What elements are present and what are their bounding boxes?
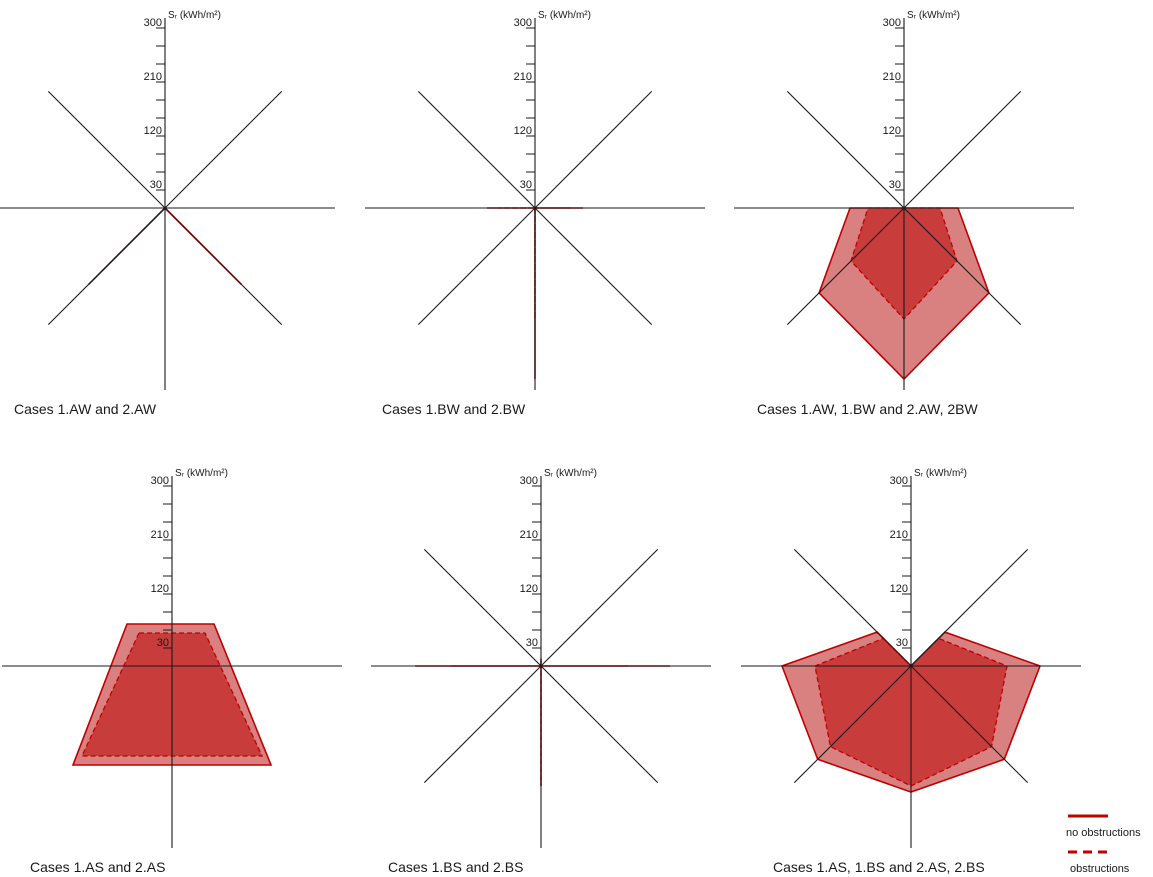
axis-diagonal-2 [417, 90, 653, 326]
axis-unit-label: Sᵣ (kWh/m²) [538, 10, 591, 21]
tick-label-30: 30 [526, 637, 538, 649]
tick-label-120: 120 [151, 583, 169, 595]
radar-chart-6: 30 120 210 300 Sᵣ (kWh/m²) Cases 1.AS, 1.BS a… [741, 468, 1081, 875]
chart-caption: Cases 1.AW and 2.AW [14, 401, 157, 417]
axis-diagonal-2 [786, 90, 1022, 326]
tick-label-30: 30 [157, 637, 169, 649]
obstructions-polygon [451, 661, 628, 786]
tick-label-30: 30 [896, 637, 908, 649]
radar-chart-4: 30 120 210 300 Sᵣ (kWh/m²) Cases 1.AS and 2.A… [2, 468, 342, 875]
axis-unit-label: Sᵣ (kWh/m²) [544, 468, 597, 479]
tick-label-210: 210 [144, 71, 162, 83]
radar-chart-5: 30 120 210 300 Sᵣ (kWh/m²) Cases 1.BS and 2.B… [371, 468, 711, 875]
tick-label-120: 120 [520, 583, 538, 595]
tick-label-210: 210 [514, 71, 532, 83]
radar-chart-3: 30 120 210 300 Sᵣ (kWh/m²) Cases 1.AW, 1.BW a… [734, 10, 1074, 417]
tick-label-300: 300 [883, 17, 901, 29]
tick-label-120: 120 [144, 125, 162, 137]
tick-label-120: 120 [883, 125, 901, 137]
tick-label-210: 210 [883, 71, 901, 83]
tick-label-300: 300 [514, 17, 532, 29]
axis-unit-label: Sᵣ (kWh/m²) [907, 10, 960, 21]
axis-diagonal-2 [793, 548, 1029, 784]
chart-caption: Cases 1.AS, 1.BS and 2.AS, 2.BS [773, 859, 985, 875]
chart-caption: Cases 1.BS and 2.BS [388, 859, 523, 875]
axis-diagonal-2 [423, 548, 659, 784]
chart-caption: Cases 1.AS and 2.AS [30, 859, 165, 875]
tick-label-300: 300 [890, 475, 908, 487]
no-obstructions-polygon [415, 658, 670, 786]
tick-label-210: 210 [520, 529, 538, 541]
tick-label-210: 210 [890, 529, 908, 541]
tick-label-300: 300 [144, 17, 162, 29]
radar-chart-1: 30 120 210 300 Sᵣ (kWh/m²) Cases 1.AW and 2.A… [0, 10, 335, 417]
axis-unit-label: Sᵣ (kWh/m²) [175, 468, 228, 479]
chart-caption: Cases 1.BW and 2.BW [382, 401, 526, 417]
axis-diagonal-2 [47, 90, 283, 326]
legend-no-obstructions-label: no obstructions [1066, 827, 1141, 839]
tick-label-210: 210 [151, 529, 169, 541]
tick-label-30: 30 [520, 179, 532, 191]
radar-chart-2: 30 120 210 300 Sᵣ (kWh/m²) Cases 1.BW and 2.B… [365, 10, 705, 417]
tick-label-30: 30 [889, 179, 901, 191]
tick-label-120: 120 [890, 583, 908, 595]
tick-label-30: 30 [150, 179, 162, 191]
chart-caption: Cases 1.AW, 1.BW and 2.AW, 2BW [757, 401, 978, 417]
axis-unit-label: Sᵣ (kWh/m²) [168, 10, 221, 21]
legend-obstructions-label: obstructions [1070, 863, 1130, 875]
tick-label-300: 300 [151, 475, 169, 487]
axis-unit-label: Sᵣ (kWh/m²) [914, 468, 967, 479]
legend: no obstructions obstructions [1066, 814, 1141, 875]
tick-label-120: 120 [514, 125, 532, 137]
tick-label-300: 300 [520, 475, 538, 487]
